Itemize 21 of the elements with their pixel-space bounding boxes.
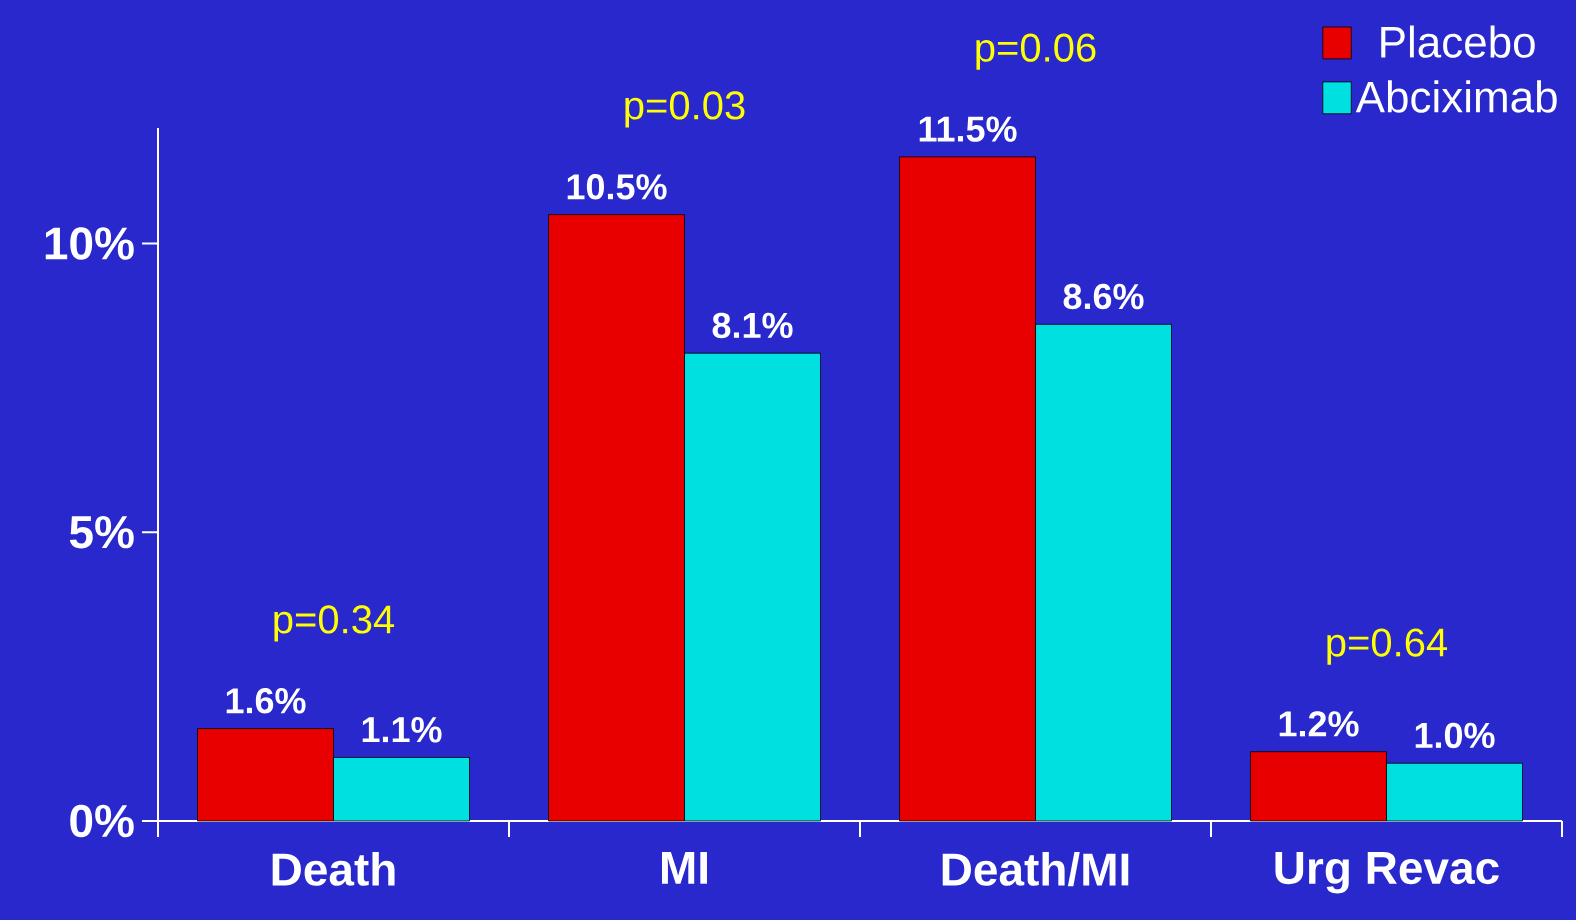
data-label: 1.1% xyxy=(362,717,442,743)
annotation: p=0.34 xyxy=(274,605,395,642)
x-tick-label: Urg Revac xyxy=(1275,852,1499,894)
data-label: 1.2% xyxy=(1279,711,1359,737)
text: p=0.03 xyxy=(625,91,745,128)
data-label: 8.1% xyxy=(712,312,793,339)
legend-label: Placebo xyxy=(1381,25,1535,58)
data-label: 10.5% xyxy=(567,174,667,200)
x-tick-label: Death xyxy=(272,852,395,886)
data-label: 1.0% xyxy=(1415,722,1495,749)
text: p=0.06 xyxy=(976,33,1096,70)
legend-label: Abciximab xyxy=(1355,80,1557,113)
y-tick-label: 5% xyxy=(69,515,134,549)
y-tick-label: 10% xyxy=(45,227,134,260)
data-label: 1.6% xyxy=(226,688,306,714)
data-label: 11.5% xyxy=(919,116,1017,142)
x-tick-label: MI xyxy=(662,852,707,884)
y-tick-label: 0% xyxy=(70,804,134,838)
annotation: p=0.64 xyxy=(1327,628,1448,665)
x-tick-label: Death/MI xyxy=(942,852,1129,887)
data-label: 8.6% xyxy=(1063,283,1144,310)
